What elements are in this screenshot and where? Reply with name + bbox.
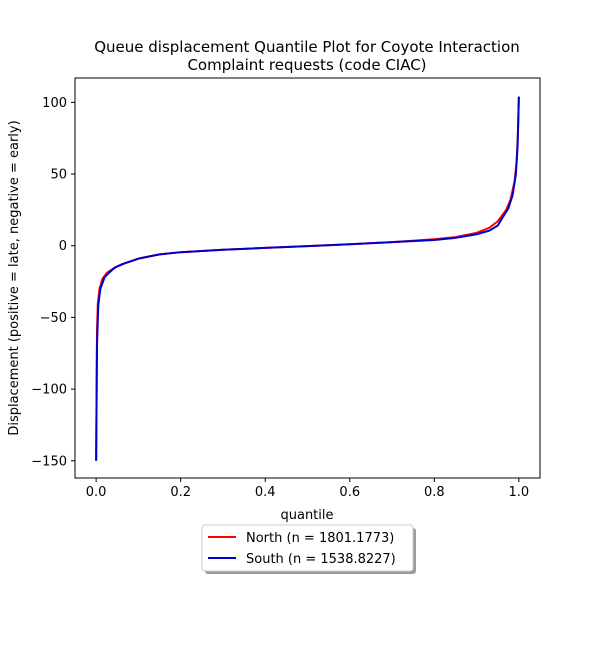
y-tick-label: 100 [42,96,67,111]
y-axis: −150 −100 −50 0 50 100 [31,96,75,469]
y-axis-label: Displacement (positive = late, negative … [7,120,22,435]
y-tick-label: −50 [40,311,67,326]
legend-box [201,524,414,572]
x-tick-label: 0.2 [170,485,191,500]
legend: North (n = 1801.1773) South (n = 1538.82… [201,524,416,574]
chart-title-line-2: Complaint requests (code CIAC) [187,56,426,74]
legend-label-south: South (n = 1538.8227) [246,552,396,567]
series-layer [95,96,520,461]
chart-title-line-1: Queue displacement Quantile Plot for Coy… [94,38,520,56]
plot-frame [74,77,541,479]
series-line-south [95,96,520,461]
x-tick-label: 0.8 [424,485,445,500]
x-tick-label: 0.0 [86,485,107,500]
y-tick-label: 0 [59,239,67,254]
x-tick-label: 0.6 [339,485,360,500]
x-tick-label: 0.4 [255,485,276,500]
y-tick-label: −150 [31,454,67,469]
y-tick-label: −100 [31,383,67,398]
y-tick-label: 50 [50,168,67,183]
x-tick-label: 1.0 [509,485,530,500]
x-axis: 0.0 0.2 0.4 0.6 0.8 1.0 [86,478,529,500]
x-axis-label: quantile [280,508,333,523]
legend-label-north: North (n = 1801.1773) [246,531,394,546]
